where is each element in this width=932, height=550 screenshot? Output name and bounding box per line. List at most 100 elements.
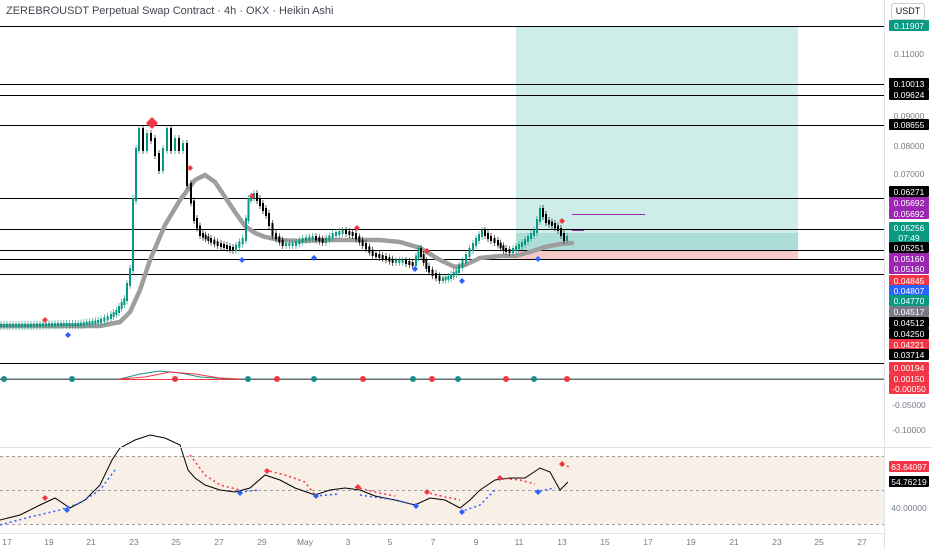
- candle-body: [174, 138, 176, 151]
- candle-body: [557, 225, 559, 231]
- time-tick: 11: [515, 537, 524, 547]
- rsi-sell-marker: [264, 468, 270, 474]
- rsi-pane: [0, 434, 884, 526]
- candle-body: [398, 260, 401, 263]
- price-axis[interactable]: 0.119070.100130.096240.086550.062710.056…: [884, 0, 930, 550]
- candle-body: [220, 243, 222, 247]
- price-tag-label: 0.10013: [894, 79, 925, 89]
- candle-body: [338, 231, 341, 235]
- candle-body: [54, 323, 56, 327]
- candle-body: [259, 198, 261, 206]
- candle-body: [487, 233, 489, 239]
- price-tag-label: 0.03714: [894, 350, 925, 360]
- rsi-line: [0, 434, 569, 521]
- oscillator-dot: [531, 376, 537, 382]
- candle-body: [6, 324, 8, 327]
- candle-body: [18, 324, 20, 327]
- time-tick: 3: [346, 537, 351, 547]
- oscillator-dot: [69, 376, 75, 382]
- rsi-tag: [889, 461, 929, 472]
- candle-body: [271, 223, 274, 236]
- candle-body: [138, 128, 140, 151]
- price-tag: [889, 306, 929, 317]
- candle-body: [348, 231, 351, 235]
- oscillator-dot: [410, 376, 416, 382]
- candle-body: [560, 228, 562, 236]
- candle-body: [295, 241, 297, 246]
- candle-body: [229, 246, 231, 250]
- candle-body: [82, 322, 85, 326]
- candle-body: [142, 128, 144, 151]
- candle-body: [444, 276, 447, 281]
- osc-tag-label: 0.00150: [894, 374, 925, 384]
- candle-body: [74, 323, 77, 326]
- candle-body: [530, 233, 532, 239]
- price-tag: [889, 186, 929, 197]
- candle-body: [461, 260, 464, 268]
- candle-body: [196, 218, 198, 229]
- candle-body: [110, 314, 112, 319]
- time-tick: 21: [729, 537, 739, 547]
- candle-body: [554, 223, 556, 229]
- candle-body: [12, 324, 14, 327]
- candle-body: [358, 236, 361, 243]
- price-tag: [889, 119, 929, 130]
- candle-body: [355, 233, 357, 240]
- candle-body: [36, 323, 38, 327]
- candle-body: [30, 323, 32, 327]
- currency-button[interactable]: USDT: [891, 3, 925, 20]
- time-axis[interactable]: 17 19 21 23 25 27 29 May 3 5 7 9 11 13 15 17 19 21 23 25 27: [0, 533, 884, 548]
- sell-marker: [424, 248, 430, 254]
- candle-body: [112, 312, 115, 317]
- time-tick: 27: [857, 537, 867, 547]
- candle-body: [80, 322, 82, 326]
- candle-body: [190, 183, 192, 204]
- price-tick: 0.07000: [894, 169, 925, 179]
- price-tag-label: 0.09624: [894, 90, 925, 100]
- price-tag: [889, 197, 929, 208]
- candle-body: [166, 128, 168, 151]
- candle-body: [527, 236, 529, 242]
- candle-body: [42, 323, 44, 327]
- candle-body: [15, 324, 17, 327]
- candle-body: [275, 233, 277, 240]
- candle-body: [422, 254, 425, 263]
- price-tag-label: 0.06271: [894, 187, 925, 197]
- rsi-buy-marker: [413, 503, 419, 509]
- buy-marker: [535, 256, 541, 262]
- candle-body: [318, 237, 321, 242]
- candle-body: [97, 320, 100, 324]
- time-tick: 19: [686, 537, 696, 547]
- oscillator-pane: [0, 370, 884, 382]
- candle-body: [388, 257, 391, 262]
- oscillator-dot: [245, 376, 251, 382]
- candle-body: [162, 148, 164, 171]
- osc-tag: [889, 362, 929, 373]
- osc-tag-label: 0.00194: [894, 363, 925, 373]
- candle-body: [505, 248, 507, 252]
- candle-body: [455, 270, 458, 275]
- candle-body: [298, 239, 301, 245]
- price-tag-label: 0.05160: [894, 264, 925, 274]
- price-tag: [889, 78, 929, 89]
- time-tick: 9: [474, 537, 479, 547]
- candle-body: [150, 133, 152, 141]
- candle-body: [308, 236, 311, 241]
- price-tag: [889, 317, 929, 328]
- rsi-buy-marker: [535, 489, 541, 495]
- candle-body: [345, 230, 347, 234]
- candle-body: [226, 245, 228, 249]
- candle-body: [417, 248, 420, 259]
- osc-tag-label: -0.00050: [892, 384, 926, 394]
- candle-body: [301, 238, 304, 243]
- candle-body: [65, 323, 68, 326]
- candle-body: [551, 221, 553, 226]
- rsi-tag-label: 54.76219: [891, 477, 927, 487]
- price-tag: [889, 275, 929, 286]
- candle-body: [178, 138, 180, 151]
- price-tag: [889, 20, 929, 31]
- price-tick: 0.09000: [894, 111, 925, 121]
- candle-body: [91, 320, 94, 325]
